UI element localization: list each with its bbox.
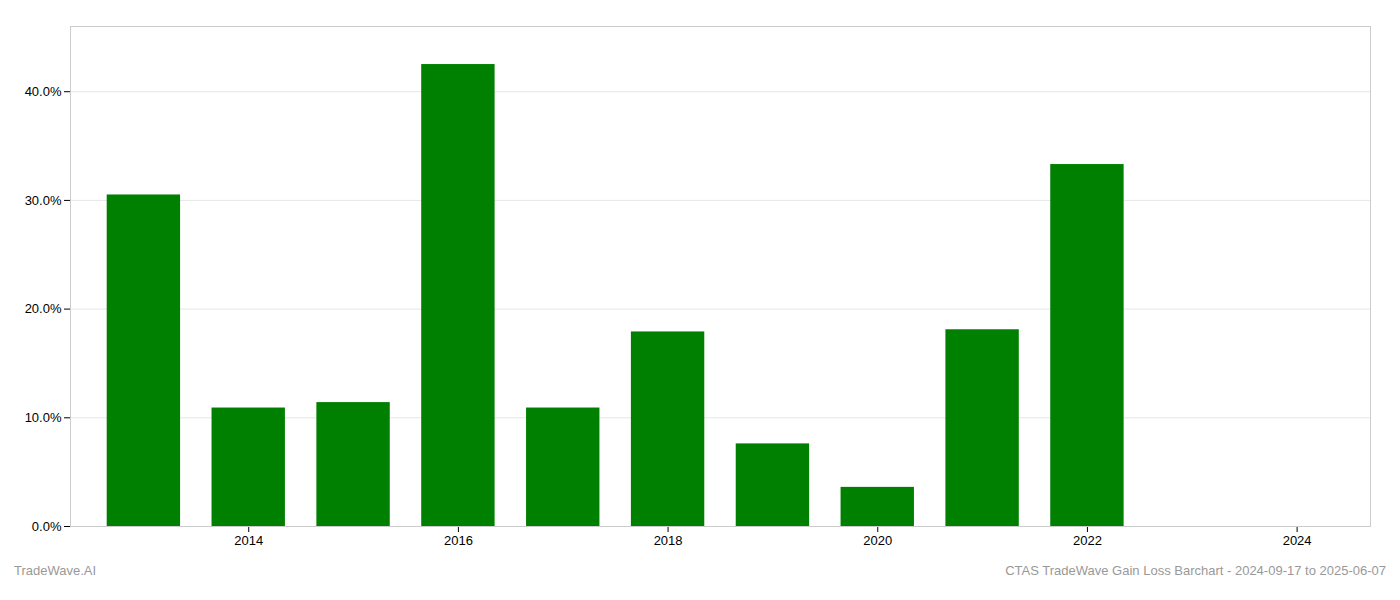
svg-text:0.0%: 0.0% [32, 519, 62, 534]
svg-text:2016: 2016 [444, 533, 473, 548]
html-text:CTAS TradeWave Gain Loss Barch: CTAS TradeWave Gain Loss Barchart - 2024… [1005, 563, 1386, 578]
svg-text:30.0%: 30.0% [25, 193, 62, 208]
svg-text:20.0%: 20.0% [25, 301, 62, 316]
svg-text:10.0%: 10.0% [25, 410, 62, 425]
svg-text:2018: 2018 [654, 533, 683, 548]
svg-text:2014: 2014 [234, 533, 263, 548]
svg-text:2024: 2024 [1283, 533, 1312, 548]
svg-text:40.0%: 40.0% [25, 84, 62, 99]
html-text:TradeWave.AI: TradeWave.AI [14, 563, 97, 578]
svg-text:2022: 2022 [1073, 533, 1102, 548]
svg-text:2020: 2020 [863, 533, 892, 548]
